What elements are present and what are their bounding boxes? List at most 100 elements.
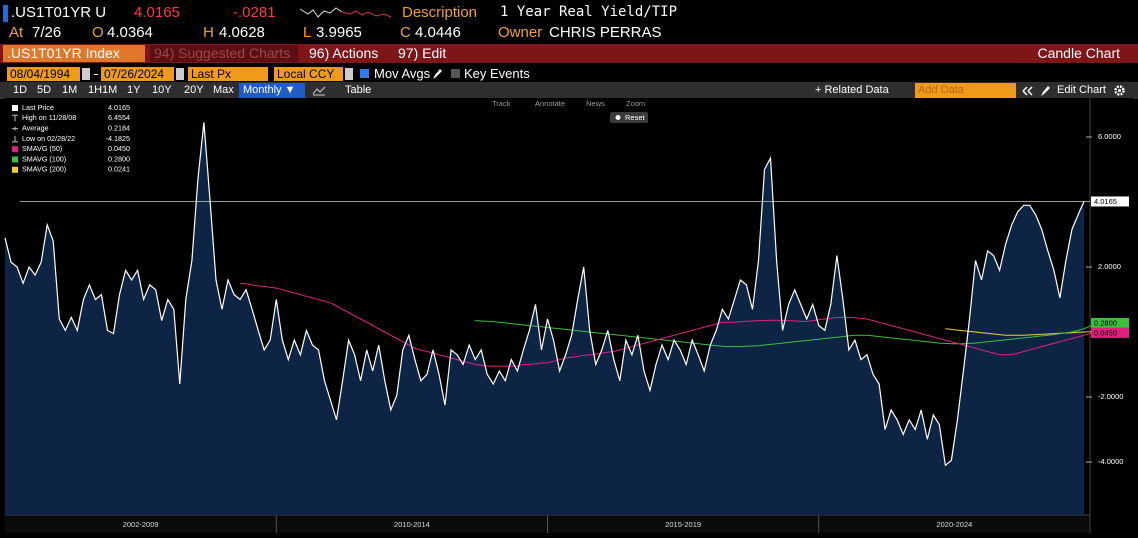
legend-value: -4.1825 xyxy=(106,134,130,143)
description-label: Description xyxy=(402,4,478,21)
y-tick-label: -4.0000 xyxy=(1098,457,1123,466)
field-select[interactable]: Last Px xyxy=(188,67,268,81)
chart-icon[interactable] xyxy=(312,85,326,96)
quote-value: CHRIS PERRAS xyxy=(549,24,662,41)
pencil-icon[interactable] xyxy=(432,68,442,80)
legend-value: 6.4554 xyxy=(108,113,130,122)
edit-icons[interactable] xyxy=(1022,85,1052,97)
description: 1 Year Real Yield/TIP xyxy=(500,4,678,20)
quote-label: C xyxy=(400,24,411,41)
frequency[interactable]: Monthly ▼ xyxy=(239,83,305,99)
legend-label: Last Price xyxy=(22,103,54,112)
legend-label: Average xyxy=(22,124,49,133)
ticker-marker xyxy=(3,5,8,22)
calendar-icon[interactable] xyxy=(176,68,184,80)
sparkline xyxy=(299,7,392,18)
quote-label: At xyxy=(9,24,24,41)
legend-swatch xyxy=(12,146,18,153)
menu-bar: .US1T01YR Index 94) Suggested Charts 96)… xyxy=(0,44,1138,63)
reset-icon[interactable] xyxy=(615,115,621,120)
related-data[interactable]: + Related Data xyxy=(815,84,889,96)
chart-tool[interactable]: Track xyxy=(492,99,511,108)
table-button[interactable]: Table xyxy=(345,84,372,96)
y-tick-label: 2.0000 xyxy=(1098,262,1121,271)
y-tick-label: 6.0000 xyxy=(1098,132,1121,141)
security-field[interactable]: .US1T01YR Index xyxy=(3,45,145,62)
reset-label[interactable]: Reset xyxy=(625,113,646,122)
quote-value: 3.9965 xyxy=(316,24,362,41)
legend-value: 0.0241 xyxy=(108,165,130,174)
legend-swatch xyxy=(12,166,18,173)
chart-tool[interactable]: Zoom xyxy=(626,99,645,108)
edit-menu[interactable]: 97) Edit xyxy=(398,45,447,61)
legend-label: Low on 02/28/22 xyxy=(22,134,75,143)
edit-chart[interactable]: Edit Chart xyxy=(1057,84,1106,96)
price-tag-label: 4.0165 xyxy=(1094,197,1117,206)
date-dash xyxy=(94,74,98,75)
legend-label: SMAVG (200) xyxy=(22,165,66,174)
end-date[interactable]: 07/26/2024 xyxy=(101,67,174,81)
range-button[interactable]: 1Y xyxy=(127,84,141,96)
area xyxy=(5,122,1084,516)
range-button[interactable]: 10Y xyxy=(152,84,172,96)
legend-swatch xyxy=(12,105,18,111)
quote-label: Owner xyxy=(498,24,543,41)
legend-swatch xyxy=(12,156,18,163)
chart-tool[interactable]: News xyxy=(586,99,605,108)
reset-button[interactable] xyxy=(610,112,648,123)
range-button[interactable]: 1H1M xyxy=(88,84,118,96)
range-button[interactable]: 1D xyxy=(13,84,28,96)
actions-menu[interactable]: 96) Actions xyxy=(309,45,379,61)
last-price: 4.0165 xyxy=(134,4,180,21)
quote-label: O xyxy=(92,24,104,41)
chart-type[interactable]: Candle Chart xyxy=(1037,45,1121,61)
toolbar: Monthly ▼ Table + Related Data Add Data … xyxy=(0,82,1138,99)
x-period-label: 2020-2024 xyxy=(936,520,972,529)
moving-average-line xyxy=(240,282,1097,367)
checkbox-checked[interactable] xyxy=(360,69,369,78)
price-tag xyxy=(1091,327,1129,338)
price-tag xyxy=(1091,196,1129,207)
suggested-charts[interactable]: 94) Suggested Charts xyxy=(150,45,298,62)
range-button[interactable]: 20Y xyxy=(184,84,204,96)
calendar-icon[interactable] xyxy=(82,68,90,80)
range-button[interactable]: Max xyxy=(213,84,234,96)
add-data[interactable]: Add Data xyxy=(915,83,1016,99)
legend-value: 0.2800 xyxy=(108,154,130,163)
chart: Reset Track Annotate News Zoom 6.0000 2.0000 -… xyxy=(4,98,1133,534)
range-button[interactable]: 5D xyxy=(37,84,52,96)
ticker: .US1T01YR U xyxy=(11,4,107,21)
quote-label: L xyxy=(303,24,312,41)
quote-value: 4.0446 xyxy=(415,24,461,41)
dropdown-icon[interactable] xyxy=(345,68,353,80)
chart-tool[interactable]: Annotate xyxy=(535,99,565,108)
price-line xyxy=(4,122,1085,467)
moving-average-line xyxy=(945,328,1097,336)
start-date[interactable]: 08/04/1994 xyxy=(7,67,80,81)
legend-icon xyxy=(12,126,18,131)
legend-label: SMAVG (100) xyxy=(22,154,66,163)
settings-icon[interactable] xyxy=(1113,84,1126,97)
quote-value: 4.0628 xyxy=(219,24,265,41)
quote-value: 4.0364 xyxy=(107,24,153,41)
checkbox-unchecked[interactable] xyxy=(451,69,460,78)
legend-background xyxy=(8,102,134,178)
price-tag-label: 0.0450 xyxy=(1094,328,1117,337)
quote-value: 7/26 xyxy=(32,24,62,41)
moving-average-line xyxy=(475,320,1097,348)
range-button[interactable]: 1M xyxy=(62,84,78,96)
legend-label: SMAVG (50) xyxy=(22,144,62,153)
mov-avgs[interactable]: Mov Avgs xyxy=(374,66,431,81)
legend-label: High on 11/28/08 xyxy=(22,113,76,122)
currency-select[interactable]: Local CCY xyxy=(274,67,343,81)
y-tick-label: -2.0000 xyxy=(1098,392,1123,401)
legend: Last Price 4.0165 High on 11/28/08 6.4554 Av… xyxy=(8,102,134,178)
change: -.0281 xyxy=(233,4,276,21)
x-period-label: 2015-2019 xyxy=(665,520,701,529)
x-period-label: 2002-2009 xyxy=(123,520,159,529)
legend-icon xyxy=(12,114,18,122)
legend-icon xyxy=(12,135,18,143)
key-events[interactable]: Key Events xyxy=(464,66,530,81)
legend-value: 4.0165 xyxy=(108,103,130,112)
